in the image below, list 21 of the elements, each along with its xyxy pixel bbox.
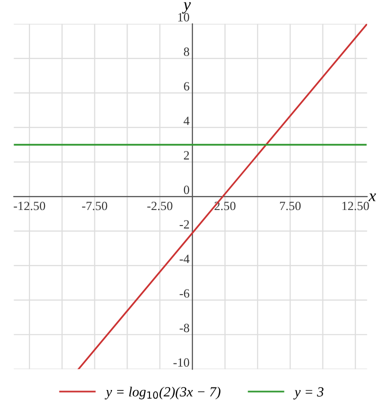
y-tick-label: 10 [178,13,190,22]
y-tick-label: -8 [180,324,190,332]
y-tick-label: -10 [173,358,190,367]
x-tick-label: -12.50 [14,202,46,210]
y-axis-title: y [182,2,191,14]
legend-label: y = log$_{10}$(2)(3x − 7) [104,386,220,400]
x-tick-label: 7.50 [280,202,301,210]
legend-label: y = 3 [293,387,324,400]
y-tick-label: 0 [184,186,190,194]
y-tick-label: -2 [180,220,189,228]
x-axis-title: x [368,194,376,202]
y-tick-label: -4 [180,254,190,264]
y-tick-label: 2 [184,151,189,160]
x-tick-label: 12.50 [342,202,369,210]
y-tick-label: 8 [184,48,190,56]
y-tick-label: 6 [184,82,190,91]
x-tick-label: -2.50 [147,202,172,210]
y-tick-label: 4 [184,116,190,125]
y-tick-label: -6 [180,289,190,298]
x-tick-label: 2.50 [214,202,236,210]
x-tick-label: -7.50 [82,202,108,210]
